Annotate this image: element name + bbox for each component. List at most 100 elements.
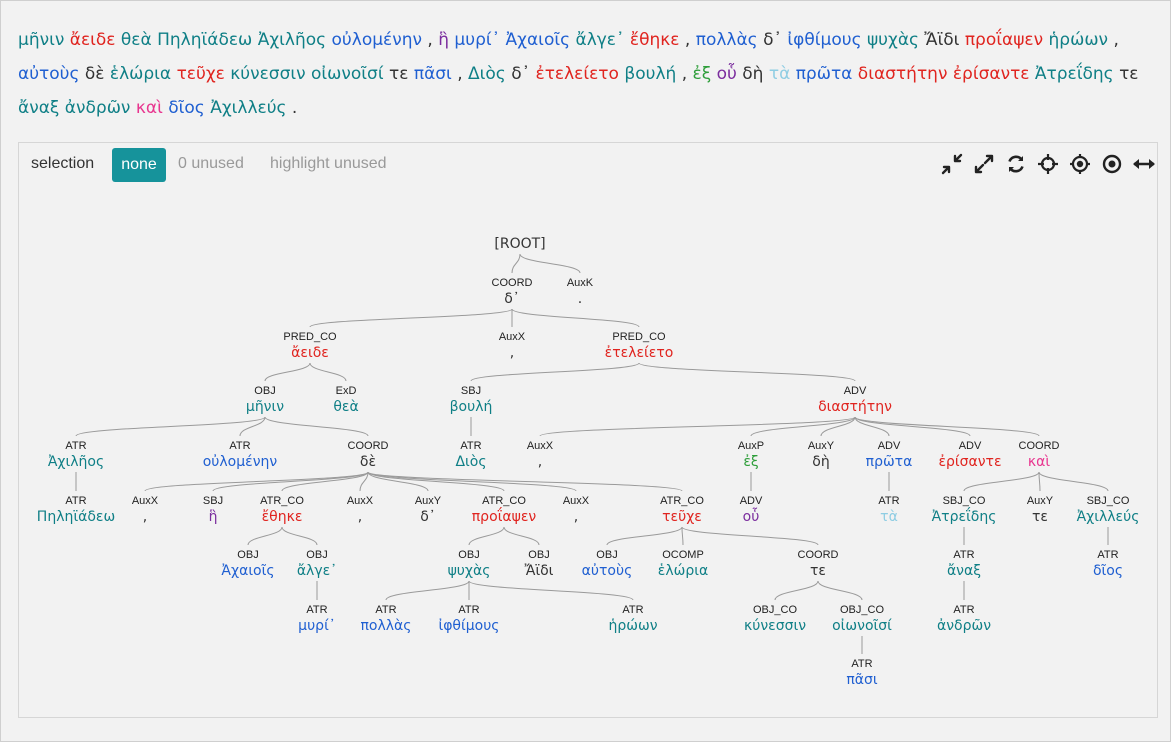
tree-node-word[interactable]: Διὸς (455, 454, 486, 470)
sentence-word[interactable]: ἡρώων (1048, 30, 1109, 50)
tree-node-word[interactable]: αὐτοὺς (582, 563, 633, 579)
sentence-word[interactable]: Ἀτρεΐδης (1034, 64, 1114, 84)
sentence-word[interactable]: , (1113, 30, 1119, 50)
relation-label[interactable]: OBJ (254, 385, 275, 397)
tree-node-word[interactable]: Πηληϊάδεω (37, 509, 115, 525)
tree-node-word[interactable]: Ἀχιλῆος (48, 454, 104, 470)
relation-label[interactable]: COORD (348, 440, 389, 452)
relation-label[interactable]: OBJ_CO (840, 604, 884, 616)
relation-label[interactable]: ATR (460, 440, 481, 452)
sentence-word[interactable]: ἐξ (692, 64, 712, 84)
sentence-word[interactable]: οἰωνοῖσί (311, 64, 384, 84)
relation-label[interactable]: ATR (953, 549, 974, 561)
sentence-word[interactable]: αὐτοὺς (18, 64, 80, 84)
relation-label[interactable]: AuxY (808, 440, 835, 452)
tree-node-word[interactable]: ἄλγε᾽ (297, 563, 337, 579)
sentence-word[interactable]: οὐλομένην (331, 30, 423, 50)
relation-label[interactable]: SBJ (461, 385, 481, 397)
sentence-word[interactable]: , (457, 64, 463, 84)
sentence-word[interactable]: θεὰ (120, 30, 152, 50)
tree-node-word[interactable]: δ᾽ (504, 291, 520, 307)
relation-label[interactable]: ATR (1097, 549, 1118, 561)
tree-node-word[interactable]: ἀνδρῶν (937, 618, 991, 634)
relation-label[interactable]: ExD (336, 385, 357, 397)
tree-node-word[interactable]: Ἀτρεΐδης (932, 507, 997, 525)
tree-node-word[interactable]: . (578, 291, 582, 307)
relation-label[interactable]: ATR (953, 604, 974, 616)
relation-label[interactable]: ATR (229, 440, 250, 452)
sentence-word[interactable]: Διὸς (468, 64, 506, 84)
relation-label[interactable]: COORD (1019, 440, 1060, 452)
sentence-word[interactable]: προΐαψεν (964, 30, 1044, 50)
tree-node-word[interactable]: ψυχὰς (448, 563, 491, 579)
sentence-word[interactable]: , (681, 64, 688, 84)
tree-node-word[interactable]: πρῶτα (866, 454, 913, 470)
sentence-word[interactable]: τὰ (768, 64, 791, 84)
sentence-word[interactable]: βουλή (624, 64, 677, 84)
sentence-word[interactable]: τε (388, 64, 409, 84)
tree-node-word[interactable]: δῖος (1093, 563, 1123, 579)
relation-label[interactable]: AuxX (132, 495, 159, 507)
sentence-word[interactable]: Πηληϊάδεω (157, 30, 253, 50)
relation-label[interactable]: OCOMP (662, 549, 704, 561)
tree-node-word[interactable]: οὗ (743, 507, 760, 525)
move-icon[interactable] (1035, 151, 1061, 177)
sentence-word[interactable]: δ᾽ (763, 30, 782, 50)
tree-node-word[interactable]: ἐτελείετο (605, 345, 674, 361)
tree-node-word[interactable]: μυρί᾽ (298, 618, 336, 634)
relation-label[interactable]: ADV (959, 440, 982, 452)
relation-label[interactable]: AuxP (738, 440, 764, 452)
tree-node-word[interactable]: ἔθηκε (262, 509, 303, 525)
sentence-word[interactable]: πολλὰς (695, 30, 758, 50)
tree-node-word[interactable]: τε (810, 563, 826, 579)
tree-node-word[interactable]: οἰωνοῖσί (832, 618, 892, 634)
relation-label[interactable]: COORD (492, 277, 533, 289)
sentence-word[interactable]: ἐτελείετο (535, 64, 619, 84)
tree-node-word[interactable]: , (510, 345, 514, 361)
relation-label[interactable]: ADV (844, 385, 867, 397)
tree-root[interactable]: [ROOT] (494, 236, 545, 252)
sentence-word[interactable]: μῆνιν (18, 30, 65, 50)
sentence-word[interactable]: πᾶσι (413, 64, 452, 84)
sentence-word[interactable]: Ἀχιλλεύς (210, 98, 287, 118)
tree-node-word[interactable]: , (358, 509, 362, 525)
tree-node-word[interactable]: μῆνιν (246, 399, 284, 415)
width-icon[interactable] (1131, 151, 1157, 177)
tree-node-word[interactable]: Ἀχαιοῖς (221, 563, 274, 579)
sentence-word[interactable]: κύνεσσιν (230, 64, 306, 84)
none-button[interactable]: none (112, 148, 166, 182)
sentence-word[interactable]: , (427, 30, 433, 50)
sentence-word[interactable]: Ἀχιλῆος (257, 30, 327, 50)
relation-label[interactable]: SBJ_CO (943, 495, 986, 507)
refresh-icon[interactable] (1003, 151, 1029, 177)
relation-label[interactable]: ATR (306, 604, 327, 616)
crosshair-icon[interactable] (1067, 151, 1093, 177)
target-icon[interactable] (1099, 151, 1125, 177)
tree-node-word[interactable]: , (538, 454, 542, 470)
tree-node-word[interactable]: πᾶσι (846, 672, 878, 688)
sentence-word[interactable]: δὲ (84, 64, 105, 84)
tree-node-word[interactable]: καὶ (1028, 454, 1050, 470)
tree-node-word[interactable]: , (574, 509, 578, 525)
sentence-word[interactable]: δὴ (742, 64, 764, 84)
sentence-word[interactable]: . (291, 98, 298, 118)
relation-label[interactable]: OBJ (306, 549, 327, 561)
relation-label[interactable]: ADV (878, 440, 901, 452)
relation-label[interactable]: AuxX (527, 440, 554, 452)
sentence-word[interactable]: δῖος (168, 98, 205, 118)
tree-node-word[interactable]: δὲ (360, 454, 376, 470)
relation-label[interactable]: COORD (798, 549, 839, 561)
tree-node-word[interactable]: οὐλομένην (203, 454, 278, 470)
sentence-word[interactable]: ἄλγε᾽ (575, 30, 625, 50)
sentence-word[interactable]: ἀνδρῶν (64, 98, 131, 118)
relation-label[interactable]: AuxK (567, 277, 594, 289)
tree-node-word[interactable]: προΐαψεν (472, 507, 537, 525)
sentence-word[interactable]: δ᾽ (511, 64, 531, 84)
sentence-word[interactable]: ἔθηκε (629, 30, 680, 50)
relation-label[interactable]: ATR (65, 495, 86, 507)
tree-node-word[interactable]: διαστήτην (818, 399, 892, 415)
relation-label[interactable]: AuxX (347, 495, 374, 507)
relation-label[interactable]: ATR (65, 440, 86, 452)
relation-label[interactable]: PRED_CO (283, 331, 337, 343)
tree-node-word[interactable]: Ἀχιλλεύς (1077, 509, 1140, 525)
